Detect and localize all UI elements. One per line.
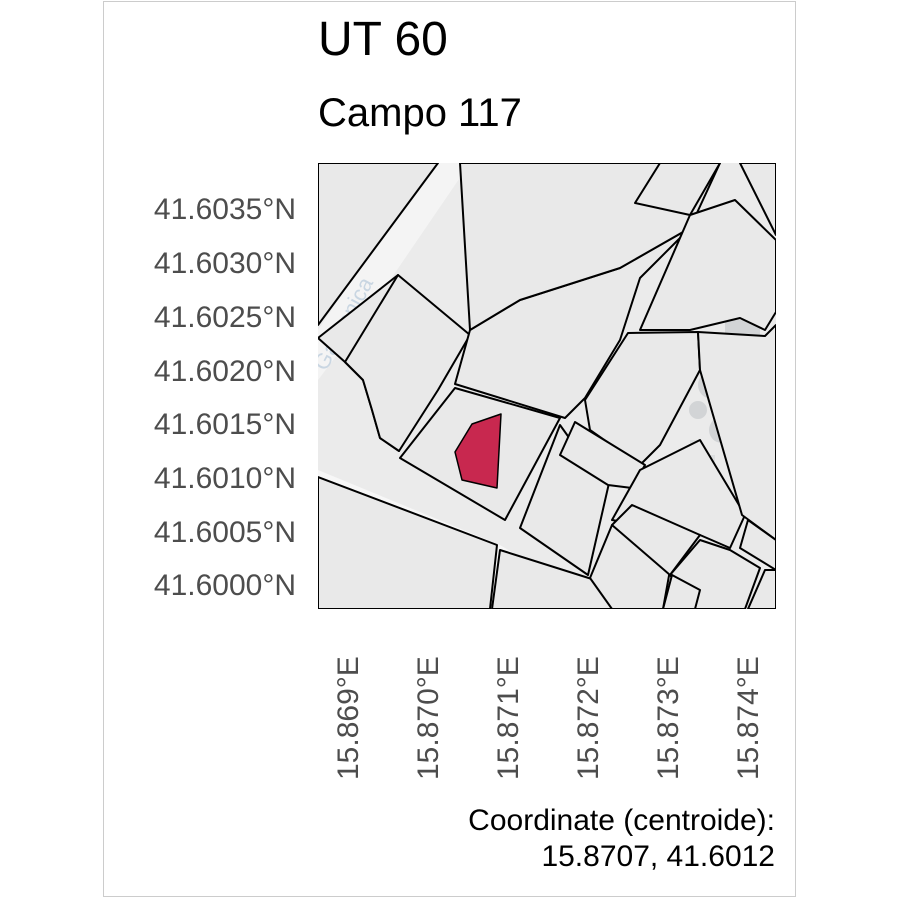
lat-tick-label: 41.6010°N (153, 462, 296, 495)
lat-tick-label: 41.6005°N (153, 516, 296, 549)
lon-tick-label: 15.870°E (412, 656, 445, 780)
parcel (344, 274, 471, 452)
parcel (611, 504, 701, 576)
parcel (697, 324, 776, 541)
parcel (559, 421, 646, 489)
parcel (634, 163, 721, 216)
lon-tick-label: 15.872°E (572, 656, 605, 780)
parcel (739, 163, 776, 236)
map-panel[interactable]: Garganica (318, 163, 776, 609)
parcel (589, 524, 671, 609)
lon-tick-label: 15.874°E (732, 656, 765, 780)
centroid-caption-label: Coordinate (centroide): (468, 804, 775, 837)
map-title: UT 60 (318, 13, 448, 66)
lat-tick-label: 41.6015°N (153, 408, 296, 441)
highlighted-parcel[interactable] (454, 413, 502, 489)
centroid-caption-value: 15.8707, 41.6012 (541, 840, 775, 873)
lon-tick-label: 15.869°E (332, 656, 365, 780)
parcel (318, 163, 439, 326)
parcel (639, 199, 776, 331)
parcel (318, 476, 498, 609)
lon-tick-label: 15.871°E (492, 656, 525, 780)
lon-tick-label: 15.873°E (652, 656, 685, 780)
panel-frame (103, 1, 796, 897)
parcel (747, 569, 776, 609)
lat-tick-label: 41.6000°N (153, 569, 296, 602)
parcel (739, 519, 776, 571)
map-canvas: Garganica (318, 163, 776, 609)
lat-tick-label: 41.6035°N (153, 193, 296, 226)
map-subtitle: Campo 117 (318, 91, 522, 135)
lat-tick-label: 41.6025°N (153, 301, 296, 334)
lat-tick-label: 41.6030°N (153, 247, 296, 280)
centroid-caption: Coordinate (centroide): 15.8707, 41.6012 (468, 803, 775, 875)
parcel-outlines (318, 163, 776, 609)
parcel (662, 574, 701, 609)
lat-tick-label: 41.6020°N (153, 355, 296, 388)
